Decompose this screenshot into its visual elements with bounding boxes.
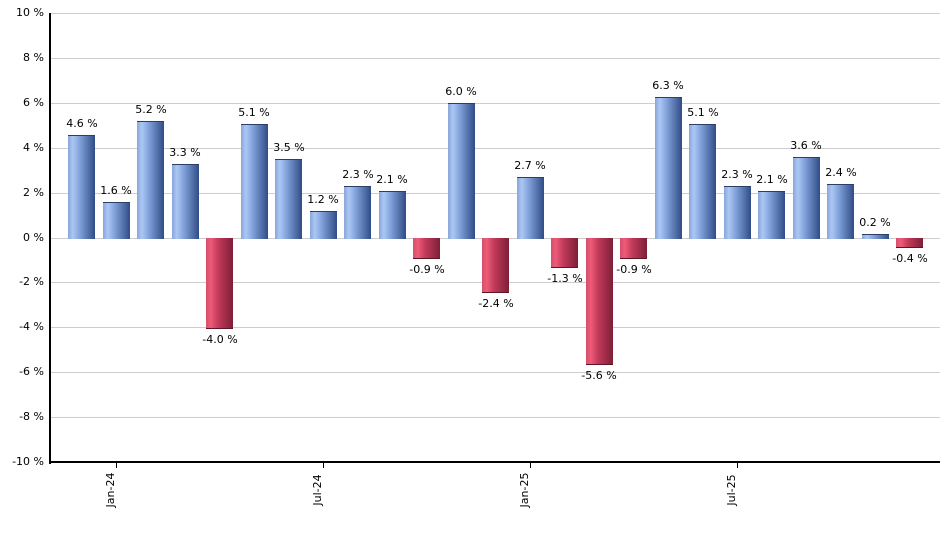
bar-jul-25 (724, 186, 751, 239)
y-axis-tick-label: -8 % (19, 410, 44, 423)
bar-apr-24 (206, 238, 233, 329)
gridline--6 (51, 372, 940, 373)
x-axis-tick-label: Jan-25 (518, 472, 531, 508)
bar-value-label-feb-24: 5.2 % (135, 103, 167, 116)
bar-value-label-dec-24: -2.4 % (478, 297, 514, 310)
bar-nov-24 (448, 103, 475, 239)
y-axis-tick-label: 8 % (23, 51, 44, 64)
bar-aug-24 (344, 186, 371, 239)
x-axis-tick-label: Jul-24 (311, 474, 324, 506)
bar-value-label-dec-25: -0.4 % (892, 252, 928, 265)
x-axis-tick-mark (737, 463, 738, 468)
y-axis-tick-label: 0 % (23, 231, 44, 244)
gridline-10 (51, 13, 940, 14)
x-axis-tick-mark (116, 463, 117, 468)
bar-jul-24 (310, 211, 337, 239)
gridline--4 (51, 327, 940, 328)
bar-value-label-mar-25: -5.6 % (581, 369, 617, 382)
bar-value-label-feb-25: -1.3 % (547, 272, 583, 285)
bar-value-label-oct-25: 2.4 % (825, 166, 857, 179)
bar-nov-25 (862, 234, 889, 239)
y-axis-tick-label: -10 % (12, 455, 44, 468)
y-axis-tick-label: -2 % (19, 275, 44, 288)
x-axis-line (49, 461, 940, 463)
y-axis-tick-label: 4 % (23, 141, 44, 154)
bar-value-label-nov-25: 0.2 % (859, 216, 891, 229)
y-axis-tick-label: 10 % (16, 6, 44, 19)
gridline-2 (51, 193, 940, 194)
bar-value-label-oct-24: -0.9 % (409, 263, 445, 276)
bar-sep-24 (379, 191, 406, 239)
bar-apr-25 (620, 238, 647, 259)
bar-may-25 (655, 97, 682, 239)
bar-value-label-sep-24: 2.1 % (376, 173, 408, 186)
x-axis-tick-label: Jan-24 (104, 472, 117, 508)
bar-oct-25 (827, 184, 854, 239)
bar-jun-24 (275, 159, 302, 239)
bar-value-label-jun-24: 3.5 % (273, 141, 305, 154)
bar-jan-24 (103, 202, 130, 239)
bar-dec-25 (896, 238, 923, 248)
bar-value-label-mar-24: 3.3 % (169, 146, 201, 159)
bar-value-label-dec-23: 4.6 % (66, 117, 98, 130)
bar-value-label-jul-25: 2.3 % (721, 168, 753, 181)
bar-value-label-may-24: 5.1 % (238, 106, 270, 119)
gridline--8 (51, 417, 940, 418)
bar-value-label-jun-25: 5.1 % (687, 106, 719, 119)
bar-value-label-jul-24: 1.2 % (307, 193, 339, 206)
bar-feb-25 (551, 238, 578, 268)
bar-feb-24 (137, 121, 164, 239)
bar-value-label-aug-25: 2.1 % (756, 173, 788, 186)
bar-mar-24 (172, 164, 199, 239)
y-axis-tick-label: 6 % (23, 96, 44, 109)
bar-value-label-apr-24: -4.0 % (202, 333, 238, 346)
bar-mar-25 (586, 238, 613, 365)
x-axis-tick-mark (323, 463, 324, 468)
y-axis-tick-label: -6 % (19, 365, 44, 378)
gridline-6 (51, 103, 940, 104)
bar-value-label-nov-24: 6.0 % (445, 85, 477, 98)
gridline-4 (51, 148, 940, 149)
bar-jun-25 (689, 124, 716, 239)
x-axis-tick-label: Jul-25 (725, 474, 738, 506)
bar-aug-25 (758, 191, 785, 239)
bar-value-label-aug-24: 2.3 % (342, 168, 374, 181)
bar-value-label-apr-25: -0.9 % (616, 263, 652, 276)
y-axis-tick-label: 2 % (23, 186, 44, 199)
y-axis-tick-label: -4 % (19, 320, 44, 333)
y-axis-line (49, 13, 51, 464)
bar-value-label-jan-24: 1.6 % (100, 184, 132, 197)
x-axis-tick-mark (530, 463, 531, 468)
bar-value-label-jan-25: 2.7 % (514, 159, 546, 172)
bar-dec-24 (482, 238, 509, 293)
gridline-8 (51, 58, 940, 59)
bar-jan-25 (517, 177, 544, 239)
bar-dec-23 (68, 135, 95, 239)
bar-value-label-sep-25: 3.6 % (790, 139, 822, 152)
bar-value-label-may-25: 6.3 % (652, 79, 684, 92)
bar-may-24 (241, 124, 268, 239)
bar-sep-25 (793, 157, 820, 239)
bar-oct-24 (413, 238, 440, 259)
